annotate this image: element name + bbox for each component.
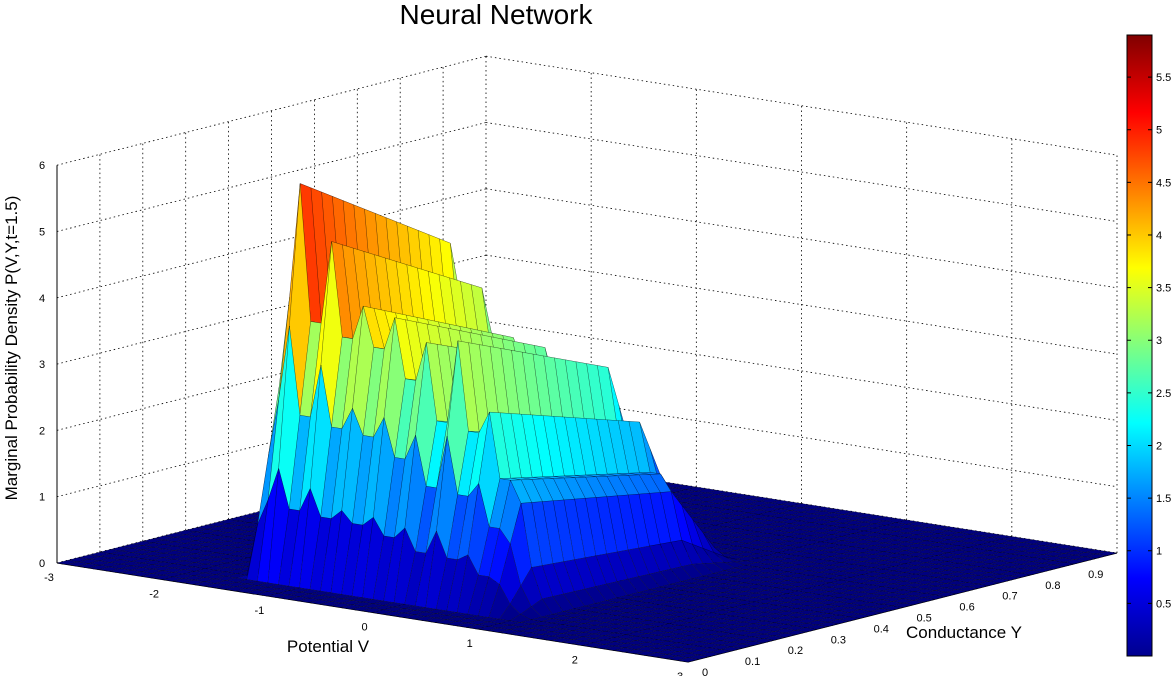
x-tick-label: -2	[149, 589, 159, 601]
colorbar-tick-label: 2	[1156, 440, 1162, 452]
x-tick-label: 1	[467, 638, 473, 650]
y-axis-label: Conductance Y	[906, 623, 1022, 642]
y-tick-label: 0.5	[917, 613, 932, 625]
y-tick-label: 0.3	[831, 634, 846, 646]
grid-line	[56, 321, 487, 431]
grid-line	[485, 122, 1118, 222]
grid-line	[485, 188, 1118, 289]
z-axis-label: Marginal Probability Density P(V,Y,t=1.5…	[2, 196, 21, 501]
y-tick-label: 0.9	[1088, 569, 1103, 581]
colorbar-tick-label: 4	[1156, 230, 1162, 242]
colorbar-tick-label: 2.5	[1156, 388, 1171, 400]
x-axis-label: Potential V	[287, 637, 370, 656]
z-tick-label: 1	[39, 492, 45, 504]
colorbar-tick-group: 0.5 1 1.5 2 2.5 3 3.5 4 4.5 5 5.5	[1127, 72, 1171, 610]
y-tick-label: 0.1	[745, 656, 760, 668]
z-tick-label: 4	[39, 293, 45, 305]
y-tick-label: 0.4	[874, 623, 889, 635]
y-tick-label: 0.7	[1002, 591, 1017, 603]
grid-line	[56, 254, 487, 365]
grid-line	[485, 321, 1118, 421]
y-tick-label: 0.6	[959, 602, 974, 614]
grid-line	[56, 55, 487, 166]
surface-mesh	[56, 183, 1118, 663]
z-tick-label: 0	[39, 558, 45, 570]
z-tick-label: 2	[39, 425, 45, 437]
grid-line	[485, 254, 1118, 355]
colorbar-tick-label: 3	[1156, 335, 1162, 347]
colorbar-tick-label: 3.5	[1156, 283, 1171, 295]
grid-line	[56, 122, 487, 232]
grid-line	[56, 188, 487, 299]
x-tick-label: -3	[44, 572, 54, 584]
colorbar-tick-label: 1.5	[1156, 493, 1171, 505]
y-tick-label: 0	[702, 667, 708, 676]
grid-line	[485, 387, 1118, 488]
colorbar-tick-label: 5.5	[1156, 72, 1171, 84]
grid-line	[485, 55, 1118, 156]
x-tick-label: 3	[677, 671, 683, 676]
chart-title: Neural Network	[400, 0, 594, 30]
x-tick-label: 0	[361, 622, 367, 634]
y-tick-label: 0.2	[788, 645, 803, 657]
x-tick-label: 2	[572, 655, 578, 667]
y-tick-label: 0.8	[1045, 580, 1060, 592]
z-tick-label: 5	[39, 227, 45, 239]
z-tick-label: 3	[39, 359, 45, 371]
colorbar-tick-label: 4.5	[1156, 177, 1171, 189]
axis-ticks: 0 1 2 3 4 5 6 -3 -2 -1 0 1 2 3 0 0.1 0.2 0.3 0.4 0.5 0.6 0.7 0…	[39, 160, 1103, 676]
surface-facet	[677, 657, 699, 663]
colorbar-tick-label: 5	[1156, 125, 1162, 137]
colorbar-gradient	[1126, 34, 1153, 657]
colorbar-tick-label: 1	[1156, 546, 1162, 558]
colorbar-tick-label: 0.5	[1156, 598, 1171, 610]
x-tick-label: -1	[254, 605, 264, 617]
z-tick-label: 6	[39, 160, 45, 172]
colorbar: 0.5 1 1.5 2 2.5 3 3.5 4 4.5 5 5.5	[1126, 34, 1171, 657]
